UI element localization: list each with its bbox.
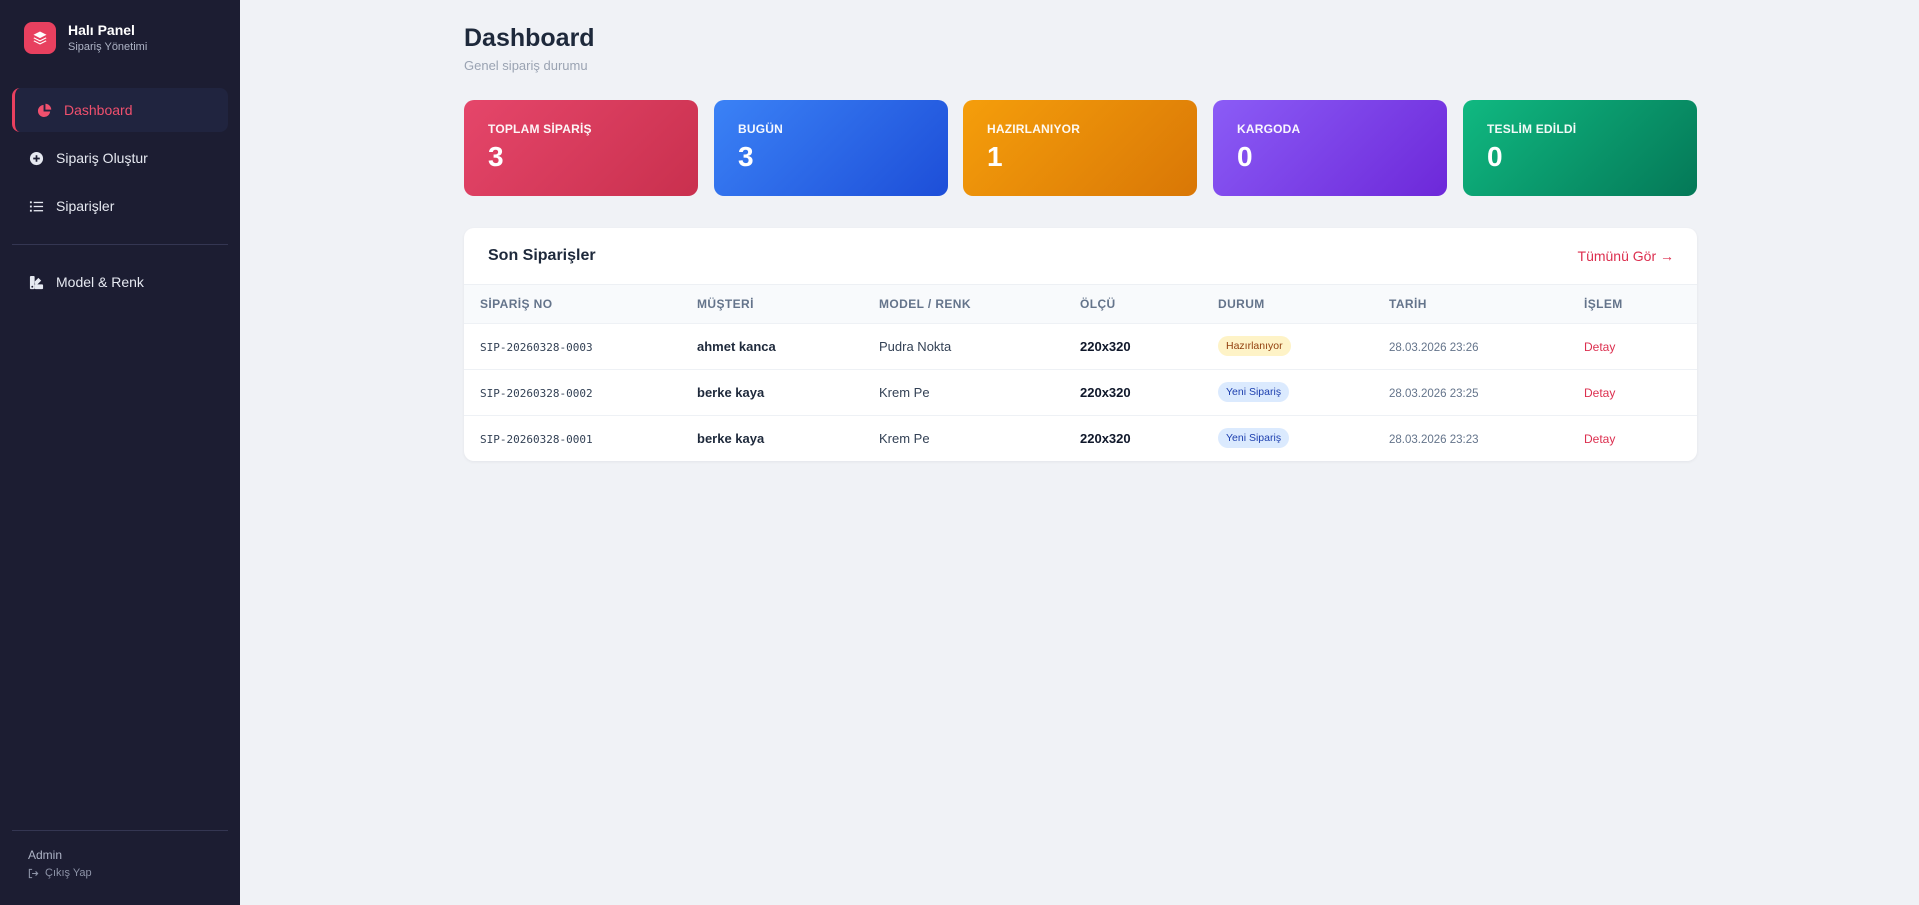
size: 220x320 bbox=[1080, 430, 1131, 446]
current-user: Admin bbox=[28, 848, 63, 862]
stat-value: 0 bbox=[1237, 141, 1253, 172]
logout-link[interactable]: Çıkış Yap bbox=[28, 864, 212, 882]
status-badge: Yeni Sipariş bbox=[1218, 428, 1290, 449]
order-no: SIP-20260328-0001 bbox=[480, 432, 593, 446]
stat-value: 1 bbox=[987, 141, 1003, 172]
panel-title: Son Siparişler bbox=[488, 247, 596, 264]
sidebar-item-dashboard[interactable]: Dashboard bbox=[12, 88, 228, 132]
logout-label: Çıkış Yap bbox=[45, 867, 92, 879]
palette-icon bbox=[28, 274, 44, 290]
stat-value: 3 bbox=[738, 141, 754, 172]
customer-name: berke kaya bbox=[697, 384, 765, 400]
stat-label: KARGODA bbox=[1237, 122, 1301, 136]
stat-value: 3 bbox=[488, 141, 504, 172]
stat-card-today: BUGÜN 3 bbox=[714, 100, 948, 196]
column-header-model: MODEL / RENK bbox=[879, 296, 971, 311]
stat-label: BUGÜN bbox=[738, 122, 783, 136]
sidebar-item-label: Model & Renk bbox=[56, 274, 144, 290]
column-header-action: İŞLEM bbox=[1584, 296, 1623, 311]
detail-link[interactable]: Detay bbox=[1584, 431, 1616, 446]
sidebar-item-label: Siparişler bbox=[56, 198, 115, 214]
stat-card-total-orders: TOPLAM SİPARİŞ 3 bbox=[464, 100, 698, 196]
stat-card-delivered: TESLİM EDİLDİ 0 bbox=[1463, 100, 1697, 196]
list-icon bbox=[28, 198, 44, 214]
detail-link[interactable]: Detay bbox=[1584, 385, 1616, 400]
column-header-status: DURUM bbox=[1218, 296, 1265, 311]
sidebar-divider bbox=[12, 244, 228, 245]
customer-name: ahmet kanca bbox=[697, 338, 776, 354]
status-badge: Hazırlanıyor bbox=[1218, 336, 1291, 356]
page-title: Dashboard bbox=[464, 24, 595, 52]
column-header-order-no: SİPARİŞ NO bbox=[480, 296, 553, 311]
order-no: SIP-20260328-0003 bbox=[480, 340, 593, 354]
sidebar-item-model-color[interactable]: Model & Renk bbox=[12, 260, 228, 304]
table-row[interactable]: SIP-20260328-0001 berke kaya Krem Pe 220… bbox=[464, 415, 1697, 461]
table-row[interactable]: SIP-20260328-0002 berke kaya Krem Pe 220… bbox=[464, 369, 1697, 415]
detail-link[interactable]: Detay bbox=[1584, 339, 1616, 354]
sidebar-item-orders[interactable]: Siparişler bbox=[12, 184, 228, 228]
brand-title: Halı Panel bbox=[68, 22, 135, 38]
model-color: Pudra Nokta bbox=[879, 338, 952, 354]
model-color: Krem Pe bbox=[879, 384, 930, 400]
order-date: 28.03.2026 23:23 bbox=[1389, 433, 1479, 446]
column-header-date: TARİH bbox=[1389, 296, 1427, 311]
plus-circle-icon bbox=[28, 150, 44, 166]
pie-chart-icon bbox=[36, 102, 52, 118]
sidebar-item-label: Dashboard bbox=[64, 102, 133, 118]
stat-card-in-cargo: KARGODA 0 bbox=[1213, 100, 1447, 196]
sidebar-item-label: Sipariş Oluştur bbox=[56, 150, 148, 166]
stat-cards: TOPLAM SİPARİŞ 3 BUGÜN 3 HAZIRLANIYOR 1 … bbox=[464, 100, 1697, 196]
stat-label: TOPLAM SİPARİŞ bbox=[488, 122, 592, 136]
sidebar: Halı Panel Sipariş Yönetimi Dashboard Si… bbox=[0, 0, 240, 905]
page-subtitle: Genel sipariş durumu bbox=[464, 58, 588, 73]
brand[interactable]: Halı Panel Sipariş Yönetimi bbox=[24, 21, 147, 55]
order-date: 28.03.2026 23:25 bbox=[1389, 387, 1479, 400]
status-badge: Yeni Sipariş bbox=[1218, 382, 1290, 402]
column-header-customer: MÜŞTERİ bbox=[697, 296, 754, 311]
model-color: Krem Pe bbox=[879, 430, 930, 446]
column-header-size: ÖLÇÜ bbox=[1080, 296, 1116, 311]
size: 220x320 bbox=[1080, 384, 1131, 400]
sidebar-nav-secondary: Model & Renk bbox=[12, 260, 228, 308]
sidebar-footer: Admin Çıkış Yap bbox=[12, 830, 228, 882]
layers-icon bbox=[24, 22, 56, 54]
sidebar-nav: Dashboard Sipariş Oluştur bbox=[12, 88, 228, 232]
stat-label: HAZIRLANIYOR bbox=[987, 122, 1081, 136]
sidebar-item-create-order[interactable]: Sipariş Oluştur bbox=[12, 136, 228, 180]
orders-table: SİPARİŞ NO MÜŞTERİ MODEL / RENK ÖLÇÜ DUR… bbox=[464, 285, 1697, 461]
table-header-row: SİPARİŞ NO MÜŞTERİ MODEL / RENK ÖLÇÜ DUR… bbox=[464, 285, 1697, 323]
recent-orders-panel: Son Siparişler Tümünü Gör → SİPARİŞ NO M… bbox=[464, 228, 1697, 461]
stat-card-preparing: HAZIRLANIYOR 1 bbox=[963, 100, 1197, 196]
brand-subtitle: Sipariş Yönetimi bbox=[68, 41, 148, 53]
order-no: SIP-20260328-0002 bbox=[480, 386, 593, 400]
logout-icon bbox=[28, 868, 39, 879]
size: 220x320 bbox=[1080, 338, 1131, 354]
stat-value: 0 bbox=[1487, 141, 1503, 172]
customer-name: berke kaya bbox=[697, 430, 765, 446]
view-all-link[interactable]: Tümünü Gör → bbox=[1577, 248, 1674, 264]
order-date: 28.03.2026 23:26 bbox=[1389, 341, 1479, 354]
stat-label: TESLİM EDİLDİ bbox=[1487, 122, 1577, 136]
table-row[interactable]: SIP-20260328-0003 ahmet kanca Pudra Nokt… bbox=[464, 323, 1697, 369]
